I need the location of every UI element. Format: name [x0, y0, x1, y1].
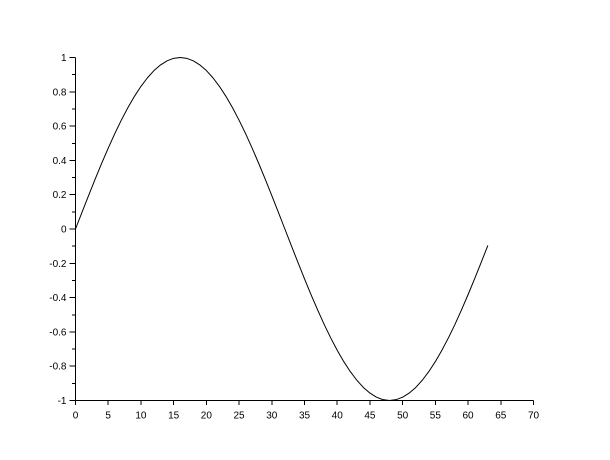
- x-tick-label: 0: [73, 411, 79, 422]
- x-tick-label: 20: [201, 411, 213, 422]
- x-tick-label: 10: [135, 411, 147, 422]
- y-tick-label: -1: [58, 396, 67, 407]
- y-tick-label: 0.4: [53, 156, 67, 167]
- x-tick-label: 40: [332, 411, 344, 422]
- y-tick-label: 0.2: [53, 190, 67, 201]
- y-tick-label: -0.2: [49, 259, 67, 270]
- x-tick-label: 45: [364, 411, 376, 422]
- sine-curve: [75, 57, 489, 401]
- y-tick-label: -0.8: [49, 362, 67, 373]
- x-tick-label: 30: [266, 411, 278, 422]
- y-tick-label: 0.6: [53, 122, 67, 133]
- y-tick-label: -0.6: [49, 327, 67, 338]
- y-tick-label: -0.4: [49, 293, 67, 304]
- x-tick-label: 50: [397, 411, 409, 422]
- x-tick-label: 70: [528, 411, 540, 422]
- y-tick-label: 0.8: [53, 87, 67, 98]
- x-tick-label: 5: [105, 411, 111, 422]
- x-tick-label: 15: [168, 411, 180, 422]
- x-tick-label: 25: [234, 411, 246, 422]
- x-tick-label: 55: [430, 411, 442, 422]
- x-tick-label: 35: [299, 411, 311, 422]
- y-tick-label: 0: [61, 225, 67, 236]
- x-tick-label: 65: [495, 411, 507, 422]
- x-tick-label: 60: [463, 411, 475, 422]
- y-tick-label: 1: [61, 53, 67, 64]
